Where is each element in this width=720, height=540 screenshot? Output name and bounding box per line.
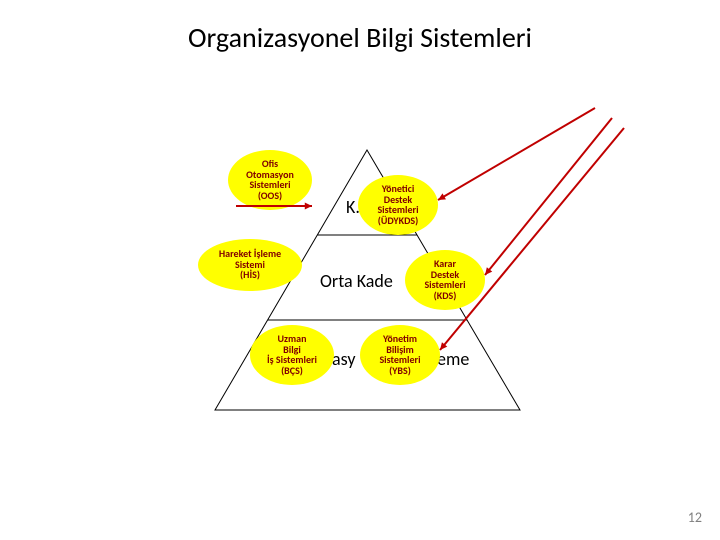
page-number: 12 [688, 509, 702, 526]
diagram-stage: K. Orta Kade asy eme OfisOtomasyonSistem… [0, 0, 720, 540]
arrows-layer [0, 0, 720, 540]
